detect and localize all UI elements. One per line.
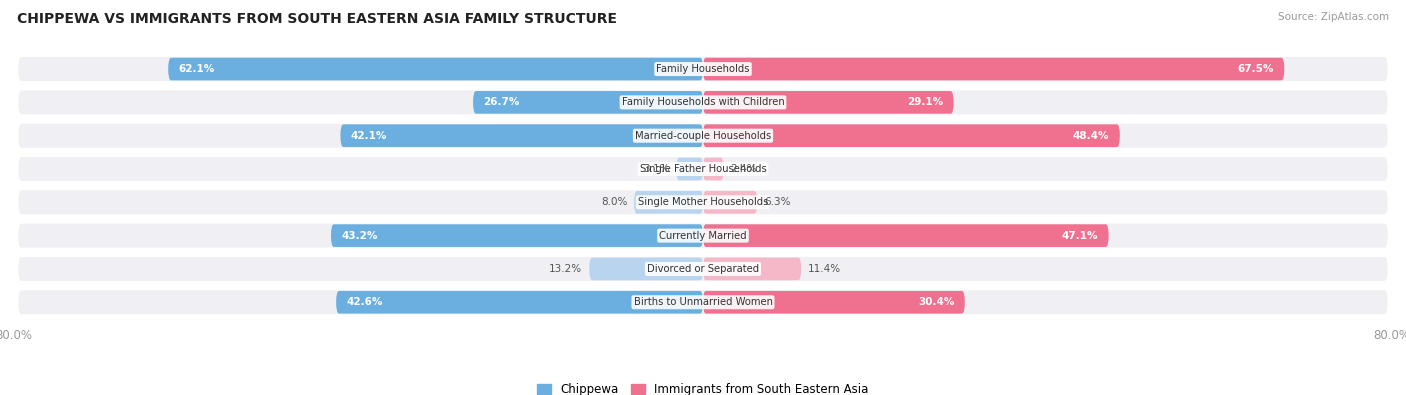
FancyBboxPatch shape xyxy=(703,191,758,214)
Text: 11.4%: 11.4% xyxy=(808,264,841,274)
Legend: Chippewa, Immigrants from South Eastern Asia: Chippewa, Immigrants from South Eastern … xyxy=(533,378,873,395)
Text: 67.5%: 67.5% xyxy=(1237,64,1274,74)
Text: 62.1%: 62.1% xyxy=(179,64,215,74)
Text: 2.4%: 2.4% xyxy=(731,164,756,174)
FancyBboxPatch shape xyxy=(18,57,1388,81)
Text: 43.2%: 43.2% xyxy=(342,231,378,241)
FancyBboxPatch shape xyxy=(676,158,703,181)
Text: Divorced or Separated: Divorced or Separated xyxy=(647,264,759,274)
Text: 26.7%: 26.7% xyxy=(484,97,520,107)
FancyBboxPatch shape xyxy=(18,290,1388,314)
FancyBboxPatch shape xyxy=(18,224,1388,248)
Text: 3.1%: 3.1% xyxy=(643,164,669,174)
Text: Source: ZipAtlas.com: Source: ZipAtlas.com xyxy=(1278,12,1389,22)
FancyBboxPatch shape xyxy=(336,291,703,314)
FancyBboxPatch shape xyxy=(340,124,703,147)
FancyBboxPatch shape xyxy=(703,224,1108,247)
FancyBboxPatch shape xyxy=(634,191,703,214)
FancyBboxPatch shape xyxy=(18,190,1388,214)
Text: Currently Married: Currently Married xyxy=(659,231,747,241)
Text: 29.1%: 29.1% xyxy=(907,97,943,107)
FancyBboxPatch shape xyxy=(703,158,724,181)
FancyBboxPatch shape xyxy=(472,91,703,114)
Text: 42.1%: 42.1% xyxy=(350,131,387,141)
Text: Single Mother Households: Single Mother Households xyxy=(638,198,768,207)
Text: CHIPPEWA VS IMMIGRANTS FROM SOUTH EASTERN ASIA FAMILY STRUCTURE: CHIPPEWA VS IMMIGRANTS FROM SOUTH EASTER… xyxy=(17,12,617,26)
Text: 6.3%: 6.3% xyxy=(763,198,790,207)
FancyBboxPatch shape xyxy=(703,124,1119,147)
FancyBboxPatch shape xyxy=(18,157,1388,181)
Text: 47.1%: 47.1% xyxy=(1062,231,1098,241)
FancyBboxPatch shape xyxy=(703,58,1284,80)
Text: Single Father Households: Single Father Households xyxy=(640,164,766,174)
Text: Births to Unmarried Women: Births to Unmarried Women xyxy=(634,297,772,307)
Text: Family Households with Children: Family Households with Children xyxy=(621,97,785,107)
FancyBboxPatch shape xyxy=(169,58,703,80)
Text: 13.2%: 13.2% xyxy=(550,264,582,274)
FancyBboxPatch shape xyxy=(703,91,953,114)
FancyBboxPatch shape xyxy=(18,90,1388,115)
Text: Family Households: Family Households xyxy=(657,64,749,74)
Text: 8.0%: 8.0% xyxy=(600,198,627,207)
FancyBboxPatch shape xyxy=(18,257,1388,281)
FancyBboxPatch shape xyxy=(703,258,801,280)
Text: Married-couple Households: Married-couple Households xyxy=(636,131,770,141)
FancyBboxPatch shape xyxy=(330,224,703,247)
FancyBboxPatch shape xyxy=(18,124,1388,148)
FancyBboxPatch shape xyxy=(589,258,703,280)
Text: 48.4%: 48.4% xyxy=(1073,131,1109,141)
FancyBboxPatch shape xyxy=(703,291,965,314)
Text: 30.4%: 30.4% xyxy=(918,297,955,307)
Text: 42.6%: 42.6% xyxy=(346,297,382,307)
